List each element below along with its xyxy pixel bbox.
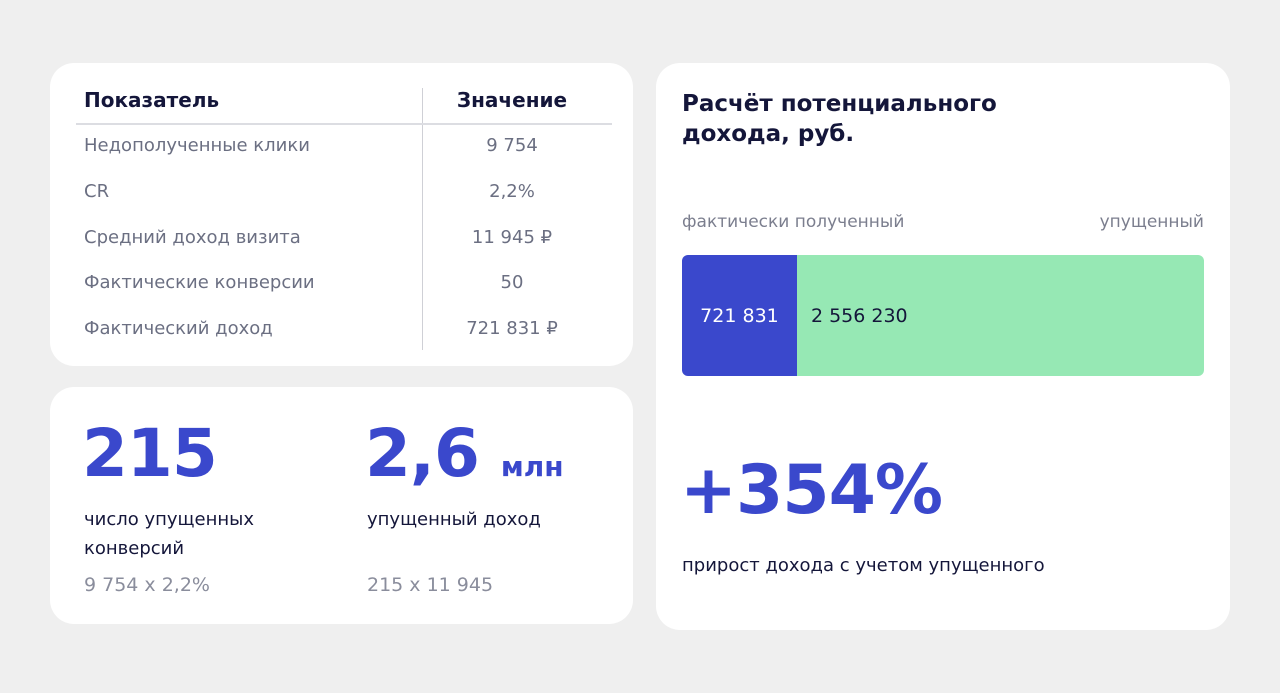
missed-stats-card: 215 число упущенных конверсий 9 754 x 2,… bbox=[50, 387, 633, 624]
row-value: 2,2% bbox=[489, 181, 535, 202]
row-label: Недополученные клики bbox=[84, 135, 310, 156]
growth-value: +354% bbox=[680, 451, 943, 530]
column-divider bbox=[422, 88, 423, 350]
legend-missed: упущенный bbox=[1099, 212, 1204, 232]
row-label: Средний доход визита bbox=[84, 227, 301, 248]
growth-label: прирост дохода с учетом упущенного bbox=[682, 555, 1045, 576]
row-label: Фактические конверсии bbox=[84, 272, 315, 293]
header-value: Значение bbox=[456, 88, 568, 112]
data-label-received: 721 831 bbox=[700, 304, 779, 327]
chart-title: Расчёт потенциального дохода, руб. bbox=[682, 89, 997, 149]
row-label: Фактический доход bbox=[84, 318, 273, 339]
missed-conversions-label: число упущенных конверсий bbox=[84, 505, 254, 563]
missed-income-formula: 215 x 11 945 bbox=[367, 574, 494, 596]
income-number: 2,6 bbox=[365, 415, 480, 492]
legend-received: фактически полученный bbox=[682, 212, 905, 232]
title-line: Расчёт потенциального bbox=[682, 91, 997, 117]
row-value: 9 754 bbox=[486, 135, 538, 156]
missed-income-value: 2,6 млн bbox=[365, 415, 564, 492]
header-indicator: Показатель bbox=[84, 88, 220, 112]
indicators-table-card: Показатель Значение Недополученные клики… bbox=[50, 63, 633, 366]
bar-segment-missed: 2 556 230 bbox=[796, 255, 1204, 376]
label-line: конверсий bbox=[84, 538, 185, 559]
income-chart-card: Расчёт потенциального дохода, руб. факти… bbox=[656, 63, 1230, 630]
row-value: 721 831 ₽ bbox=[466, 318, 558, 339]
income-unit: млн bbox=[500, 450, 564, 483]
row-value: 11 945 ₽ bbox=[471, 227, 553, 248]
row-value: 50 bbox=[500, 272, 524, 293]
stacked-bar: 721 831 2 556 230 bbox=[682, 255, 1204, 376]
missed-conversions-formula: 9 754 x 2,2% bbox=[84, 574, 210, 596]
label-line: число упущенных bbox=[84, 509, 254, 530]
missed-conversions-value: 215 bbox=[82, 415, 218, 492]
row-label: CR bbox=[84, 181, 110, 202]
header-divider bbox=[76, 123, 612, 125]
data-label-missed: 2 556 230 bbox=[810, 304, 908, 327]
title-line: дохода, руб. bbox=[682, 121, 855, 147]
missed-income-label: упущенный доход bbox=[367, 509, 541, 530]
bar-segment-received: 721 831 bbox=[682, 255, 797, 376]
